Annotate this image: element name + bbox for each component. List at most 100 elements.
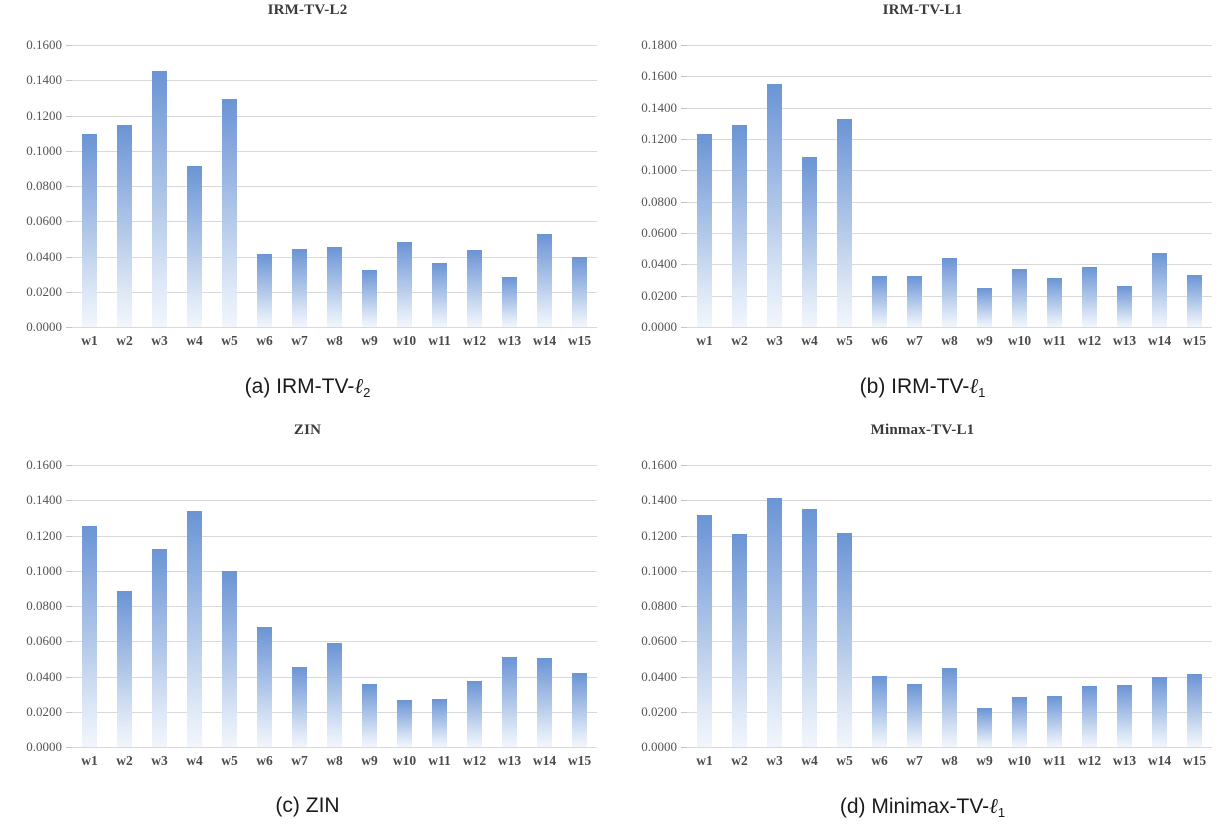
bar-w8 xyxy=(942,258,957,327)
bar-w1 xyxy=(697,134,712,327)
bar-slot xyxy=(282,45,317,327)
bar-slot xyxy=(212,465,247,747)
x-axis-labels-d: w1 w2 w3 w4 w5 w6 w7 w8 w9 w10 w11 w12 w13 w14 w15 xyxy=(687,750,1212,774)
bar-slot xyxy=(457,465,492,747)
bar-slot xyxy=(352,45,387,327)
y-tick-mark xyxy=(66,711,72,713)
subcaption-a: (a) IRM-TV-ℓ2 xyxy=(0,374,615,400)
x-axis-tick-label: w1 xyxy=(81,333,98,348)
gridline xyxy=(687,76,1212,78)
x-axis-tick-label: w4 xyxy=(186,753,203,768)
bar-w6 xyxy=(257,254,272,327)
bar-slot xyxy=(142,465,177,747)
gridline xyxy=(687,170,1212,172)
bar-slot xyxy=(1072,465,1107,747)
x-axis-tick-label: w10 xyxy=(1007,753,1032,768)
bar-slot xyxy=(757,465,792,747)
x-axis-tick-label: w14 xyxy=(1147,333,1172,348)
y-tick-mark xyxy=(681,233,687,234)
y-axis-tick-label: 0.1200 xyxy=(26,527,62,543)
y-axis-tick-label: 0.0000 xyxy=(641,319,677,334)
bar-w6 xyxy=(872,676,887,747)
bar-slot xyxy=(722,45,757,327)
bar-slot xyxy=(1142,465,1177,747)
y-tick-mark xyxy=(66,291,72,293)
bar-slot xyxy=(107,45,142,327)
x-axis-tick-label: w8 xyxy=(326,333,343,348)
x-axis-tick-label: w13 xyxy=(1112,753,1137,768)
chart-title-c: ZIN xyxy=(293,422,322,438)
x-axis-tick-label: w7 xyxy=(906,753,923,768)
plot-wrap-c: 0.0000 0.0200 0.0400 0.0600 0.0800 0.1000 0.12… xyxy=(0,420,615,780)
bar-slot xyxy=(247,45,282,327)
x-axis-tick-label: w1 xyxy=(81,753,98,768)
bar-w15 xyxy=(572,672,587,747)
x-axis-labels-b: w1 w2 w3 w4 w5 w6 w7 w8 w9 w10 w11 w12 w13 w14 w15 xyxy=(687,330,1212,354)
bar-w10 xyxy=(397,700,412,747)
subcaption-text: (a) IRM-TV- xyxy=(244,375,355,398)
bar-slot xyxy=(282,465,317,747)
x-axis-tick-label: w11 xyxy=(1043,333,1066,348)
subcaption-norm-symbol: ℓ xyxy=(969,374,979,398)
y-tick-mark xyxy=(66,465,72,466)
x-axis-tick-label: w3 xyxy=(766,753,783,768)
bar-slot xyxy=(422,465,457,747)
bar-slot xyxy=(457,45,492,327)
y-tick-mark xyxy=(681,465,687,466)
bar-w2 xyxy=(732,534,747,747)
gridline xyxy=(687,233,1212,234)
x-axis-tick-label: w8 xyxy=(941,753,958,768)
chart-panel-b: IRM-TV-L1 0.0000 0.0200 0.0400 0.0600 0.0800… xyxy=(615,0,1230,420)
bar-slot xyxy=(862,45,897,327)
bar-w4 xyxy=(802,157,817,327)
gridline xyxy=(687,535,1212,537)
gridline xyxy=(687,139,1212,140)
gridline xyxy=(72,747,597,748)
bar-slot xyxy=(1002,465,1037,747)
y-tick-mark xyxy=(66,256,72,258)
bar-slot xyxy=(1072,45,1107,327)
bar-w15 xyxy=(1187,274,1202,327)
y-tick-mark xyxy=(681,606,687,607)
bar-w9 xyxy=(977,288,992,327)
bar-w5 xyxy=(222,570,237,747)
bar-w11 xyxy=(432,262,447,327)
x-axis-tick-label: w2 xyxy=(731,333,748,348)
x-axis-tick-label: w5 xyxy=(221,333,238,348)
x-axis-tick-label: w10 xyxy=(392,753,417,768)
bar-slot xyxy=(352,465,387,747)
y-tick-mark xyxy=(66,186,72,187)
x-axis-tick-label: w7 xyxy=(291,333,308,348)
x-axis-tick-label: w4 xyxy=(801,753,818,768)
y-axis-tick-label: 0.0800 xyxy=(26,178,62,193)
gridline xyxy=(687,641,1212,643)
bar-w6 xyxy=(257,627,272,747)
y-axis-tick-label: 0.0200 xyxy=(26,703,62,719)
bar-slot xyxy=(687,465,722,747)
gridline xyxy=(72,45,597,46)
y-tick-mark xyxy=(66,150,72,152)
y-tick-mark xyxy=(66,80,72,82)
y-tick-mark xyxy=(66,221,72,223)
bar-w7 xyxy=(907,276,922,327)
bar-w12 xyxy=(467,680,482,747)
x-axis-tick-label: w7 xyxy=(906,333,923,348)
bar-slot xyxy=(932,465,967,747)
bar-slot xyxy=(1177,45,1212,327)
chart-title-d: Minmax-TV-L1 xyxy=(870,422,975,438)
x-axis-tick-label: w12 xyxy=(1077,753,1102,768)
gridline xyxy=(72,115,597,117)
gridline xyxy=(687,45,1212,46)
gridline xyxy=(72,221,597,223)
gridline xyxy=(72,186,597,187)
bar-slot xyxy=(142,45,177,327)
bar-w15 xyxy=(1187,673,1202,747)
y-axis-tick-label: 0.0200 xyxy=(641,703,677,719)
y-tick-mark xyxy=(681,641,687,643)
gridline xyxy=(687,465,1212,466)
y-axis-tick-label: 0.1000 xyxy=(641,562,677,578)
bar-w2 xyxy=(117,125,132,327)
bar-slot xyxy=(967,45,1002,327)
y-tick-mark xyxy=(66,45,72,46)
bar-slot xyxy=(177,45,212,327)
